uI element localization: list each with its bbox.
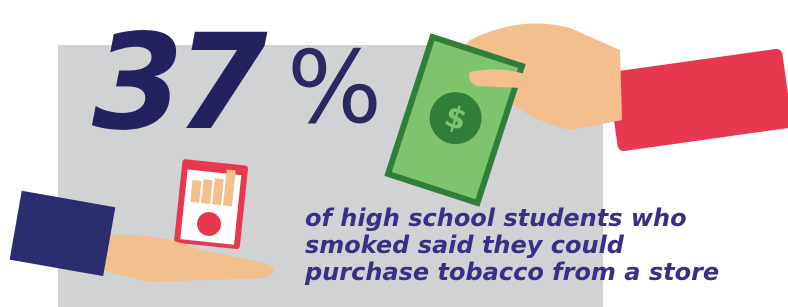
infographic: 37 % $ of high school students who smoke… [0,0,788,307]
caption-line: of high school students who [305,204,687,232]
stat-number: 37 [92,6,268,160]
caption-line: purchase tobacco from a store [304,258,719,286]
caption-line: smoked said they could [305,231,625,259]
stat-unit: % [287,29,382,146]
